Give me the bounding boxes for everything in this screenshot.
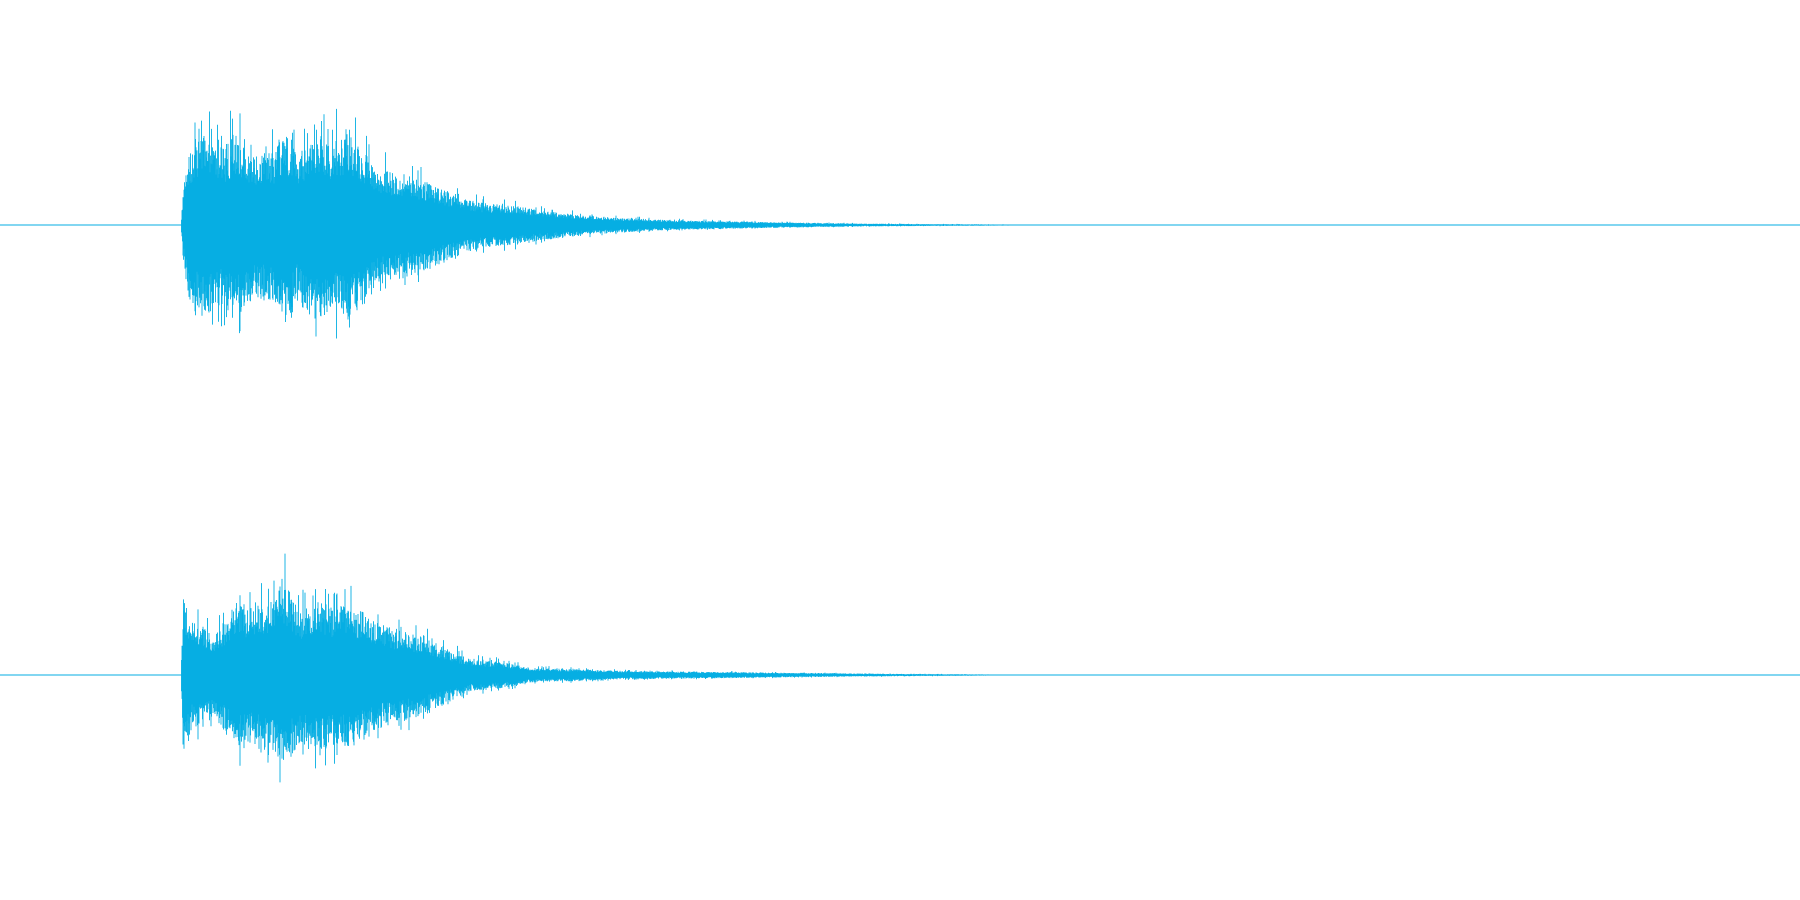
- channel-right: [0, 497, 1800, 797]
- waveform-path-right: [181, 553, 1045, 783]
- waveform-path-left: [181, 108, 1048, 339]
- waveform-right: [0, 553, 1800, 783]
- waveform-left: [0, 108, 1800, 339]
- channel-left: [0, 47, 1800, 347]
